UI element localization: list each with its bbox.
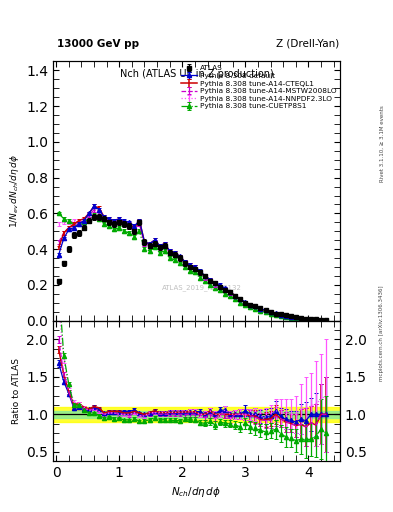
- Text: Nch (ATLAS UE in Z production): Nch (ATLAS UE in Z production): [119, 69, 274, 79]
- Text: Z (Drell-Yan): Z (Drell-Yan): [275, 38, 339, 49]
- Bar: [53, 407, 340, 422]
- Bar: [53, 411, 340, 418]
- Legend: ATLAS, Pythia 8.308 default, Pythia 8.308 tune-A14-CTEQL1, Pythia 8.308 tune-A14: ATLAS, Pythia 8.308 default, Pythia 8.30…: [178, 63, 338, 112]
- Text: mcplots.cern.ch [arXiv:1306.3436]: mcplots.cern.ch [arXiv:1306.3436]: [380, 285, 384, 380]
- Y-axis label: Ratio to ATLAS: Ratio to ATLAS: [12, 358, 21, 424]
- Text: Rivet 3.1.10, ≥ 3.1M events: Rivet 3.1.10, ≥ 3.1M events: [380, 105, 384, 182]
- Y-axis label: $1/N_{ev}\,dN_{ch}/d\eta\,d\phi$: $1/N_{ev}\,dN_{ch}/d\eta\,d\phi$: [7, 154, 21, 228]
- X-axis label: $N_{ch}/d\eta\,d\phi$: $N_{ch}/d\eta\,d\phi$: [171, 485, 222, 499]
- Text: 13000 GeV pp: 13000 GeV pp: [57, 38, 139, 49]
- Text: ATLAS_2019_I1718132: ATLAS_2019_I1718132: [162, 285, 242, 291]
